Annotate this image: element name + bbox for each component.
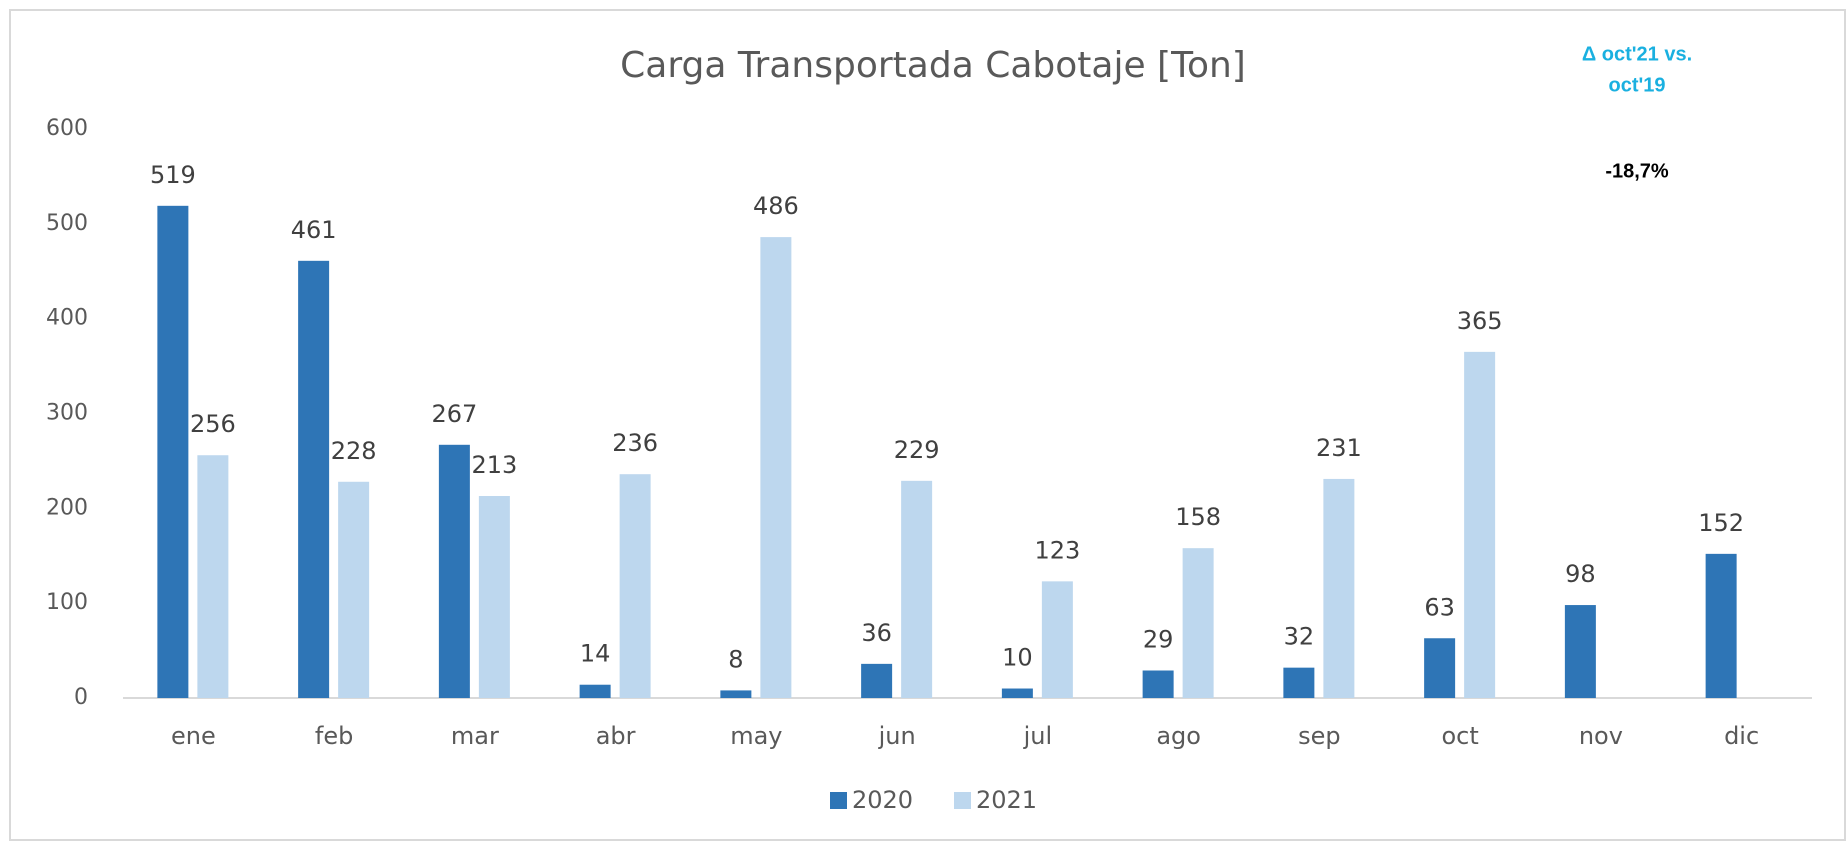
bar <box>1283 667 1315 698</box>
annotation-title: oct'19 <box>1608 74 1665 96</box>
bar <box>1464 351 1496 698</box>
data-label: 519 <box>150 161 196 189</box>
y-tick-label: 400 <box>46 306 88 331</box>
chart-frame <box>9 9 1846 841</box>
bar <box>1323 478 1355 698</box>
data-label: 236 <box>612 429 658 457</box>
data-label: 256 <box>190 410 236 438</box>
bar <box>861 663 893 698</box>
bar <box>438 444 470 698</box>
bar <box>619 474 651 698</box>
data-label: 486 <box>753 192 799 220</box>
bar <box>478 496 510 698</box>
bar <box>901 480 933 698</box>
x-tick-label: ago <box>1156 722 1201 750</box>
data-label: 29 <box>1143 625 1174 653</box>
y-tick-label: 600 <box>46 116 88 141</box>
y-tick-label: 500 <box>46 211 88 236</box>
bar <box>1182 548 1214 698</box>
data-label: 267 <box>431 400 477 428</box>
bar <box>157 205 189 698</box>
bar <box>760 237 792 699</box>
bar <box>1142 670 1174 698</box>
data-label: 98 <box>1565 560 1596 588</box>
x-tick-label: feb <box>315 722 353 750</box>
x-tick-label: sep <box>1298 722 1341 750</box>
x-tick-label: jul <box>1023 722 1053 750</box>
data-label: 461 <box>291 216 337 244</box>
x-tick-label: nov <box>1579 722 1623 750</box>
legend-label: 2021 <box>976 786 1037 814</box>
data-label: 123 <box>1034 536 1080 564</box>
annotation-value: -18,7% <box>1605 160 1669 182</box>
annotation-title: Δ oct'21 vs. <box>1582 43 1692 65</box>
x-tick-label: abr <box>596 722 636 750</box>
legend-swatch <box>954 792 971 809</box>
bar <box>338 481 370 698</box>
y-tick-label: 100 <box>46 590 88 615</box>
x-tick-label: mar <box>451 722 499 750</box>
bar <box>298 260 330 698</box>
data-label: 158 <box>1175 503 1221 531</box>
y-tick-label: 0 <box>74 685 88 710</box>
data-label: 8 <box>728 645 743 673</box>
bar <box>1564 605 1596 698</box>
legend-label: 2020 <box>852 786 913 814</box>
data-label: 36 <box>861 619 892 647</box>
bar <box>579 684 611 698</box>
bar <box>1705 553 1737 698</box>
bar <box>197 455 229 698</box>
data-label: 229 <box>894 436 940 464</box>
data-label: 365 <box>1457 307 1503 335</box>
data-label: 213 <box>471 451 517 479</box>
bar <box>1041 581 1073 698</box>
data-label: 63 <box>1424 593 1455 621</box>
y-tick-label: 300 <box>46 401 88 426</box>
data-label: 231 <box>1316 434 1362 462</box>
data-label: 14 <box>580 640 611 668</box>
chart-title: Carga Transportada Cabotaje [Ton] <box>620 45 1246 86</box>
x-tick-label: dic <box>1724 722 1759 750</box>
x-tick-label: ene <box>171 722 216 750</box>
x-tick-label: oct <box>1441 722 1478 750</box>
bar <box>1424 638 1456 698</box>
bar <box>720 690 752 698</box>
y-tick-label: 200 <box>46 495 88 520</box>
data-label: 228 <box>331 437 377 465</box>
data-label: 10 <box>1002 644 1033 672</box>
legend-swatch <box>830 792 847 809</box>
x-tick-label: may <box>730 722 782 750</box>
data-label: 152 <box>1698 509 1744 537</box>
data-label: 32 <box>1284 623 1315 651</box>
x-tick-label: jun <box>878 722 916 750</box>
bar <box>1001 688 1033 698</box>
